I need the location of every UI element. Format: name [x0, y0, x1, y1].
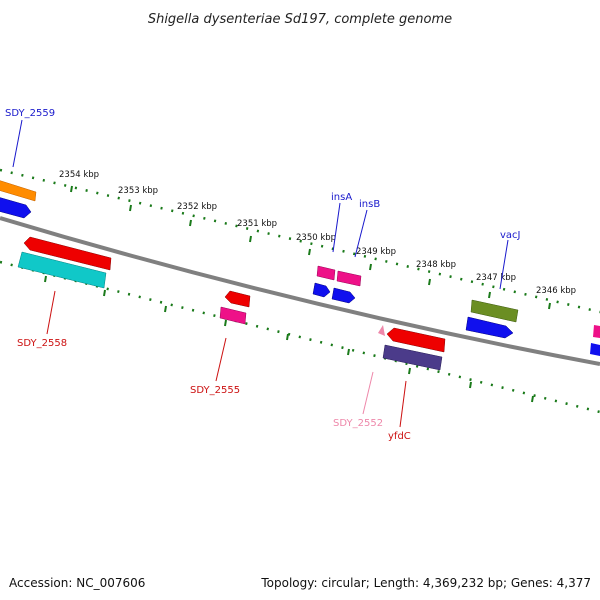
label-sdy-2555[interactable]: SDY_2555 — [190, 385, 240, 396]
label-insA[interactable]: insA — [331, 192, 352, 203]
label-insB[interactable]: insB — [359, 199, 380, 210]
gene-edge-blue[interactable] — [590, 343, 600, 356]
label-vacJ[interactable]: vacJ — [500, 230, 521, 241]
map-title: Shigella dysenteriae Sd197, complete gen… — [148, 12, 452, 27]
scale-label: 2353 kbp — [118, 186, 158, 196]
gene-insB[interactable] — [336, 270, 362, 287]
scale-labels: 2354 kbp 2353 kbp 2352 kbp 2351 kbp 2350… — [59, 170, 576, 296]
gene-sdy-2555-magenta[interactable] — [219, 306, 247, 325]
gene-blue-c[interactable] — [465, 316, 514, 339]
scale-label: 2350 kbp — [296, 233, 336, 243]
forward-genes — [0, 180, 600, 356]
genome-backbone — [0, 216, 600, 366]
topology-text: Topology: circular; Length: 4,369,232 bp… — [260, 576, 591, 590]
label-sdy-2559[interactable]: SDY_2559 — [5, 108, 55, 119]
gene-blue-b[interactable] — [331, 287, 356, 304]
gene-edge-magenta[interactable] — [593, 325, 600, 338]
gene-insA[interactable] — [316, 265, 336, 281]
reverse-genes — [17, 236, 446, 371]
gene-yfdC-purple[interactable] — [382, 344, 443, 371]
scale-label: 2351 kbp — [237, 219, 277, 229]
label-yfdC[interactable]: yfdC — [388, 431, 411, 442]
gene-labels: SDY_2559 insA insB vacJ SDY_2558 SDY_255… — [5, 108, 521, 442]
scale-label: 2346 kbp — [536, 286, 576, 296]
inner-tick-track — [0, 260, 600, 414]
gene-sdy-2559-blue[interactable] — [0, 197, 32, 219]
label-sdy-2552[interactable]: SDY_2552 — [333, 418, 383, 429]
accession-text: Accession: NC_007606 — [9, 576, 145, 590]
gene-sdy-2552[interactable] — [378, 325, 385, 336]
scale-label: 2348 kbp — [416, 260, 456, 270]
gene-sdy-2559-orange[interactable] — [0, 180, 37, 202]
scale-label: 2349 kbp — [356, 247, 396, 257]
gene-yfdC-red[interactable] — [386, 327, 446, 353]
gene-sdy-2555-red[interactable] — [224, 290, 251, 308]
scale-label: 2352 kbp — [177, 202, 217, 212]
label-sdy-2558[interactable]: SDY_2558 — [17, 338, 67, 349]
gene-vacJ[interactable] — [470, 299, 519, 323]
scale-label: 2347 kbp — [476, 273, 516, 283]
gene-sdy-2558-cyan[interactable] — [17, 251, 107, 289]
scale-label: 2354 kbp — [59, 170, 99, 180]
gene-sdy-2558-red[interactable] — [23, 236, 112, 271]
gene-blue-a[interactable] — [312, 282, 331, 298]
outer-tick-track — [0, 168, 600, 314]
label-leaders — [12, 119, 509, 428]
